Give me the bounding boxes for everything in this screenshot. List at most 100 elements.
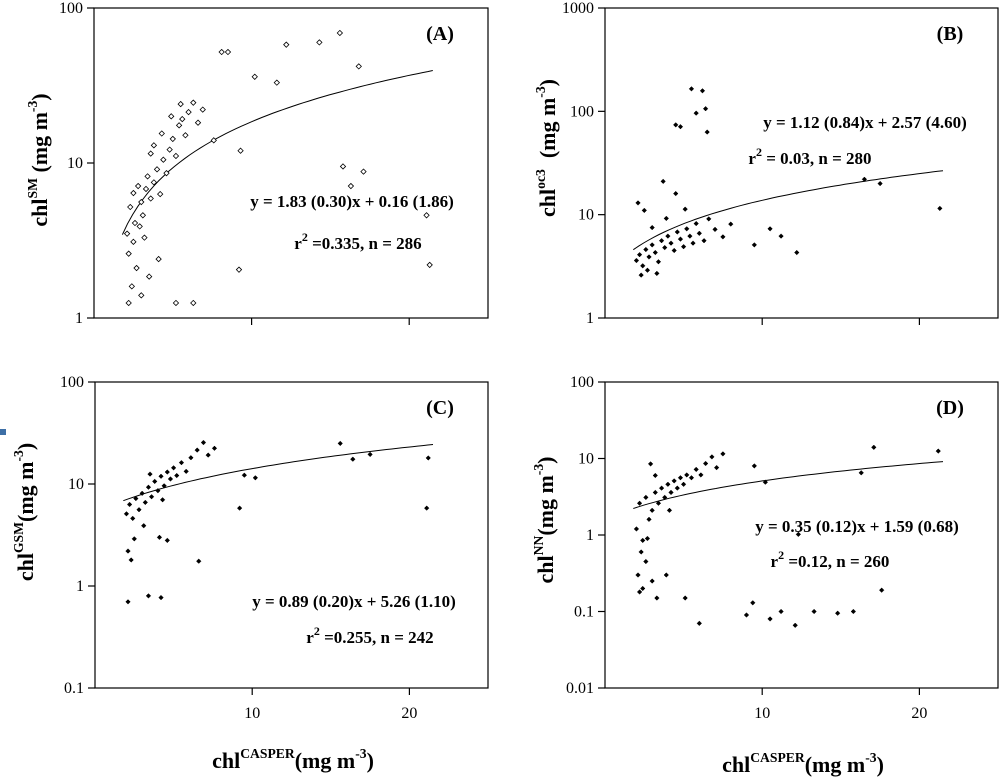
y-tick-label: 100 [570,374,594,391]
r2-exponent: 2 [302,230,308,244]
data-point [170,465,177,471]
x-tick-label: 10 [754,705,770,722]
data-point [125,299,132,307]
data-point [133,264,140,272]
data-point [424,505,430,511]
data-point [157,190,164,198]
regression-stats: r2 = 0.03, n = 280 [748,145,871,168]
data-point [138,198,145,206]
data-point [126,501,133,508]
data-point [728,221,734,227]
data-point [155,488,161,494]
data-point [241,472,247,478]
data-point [147,150,154,157]
data-point [671,478,677,484]
regression-equation: y = 1.83 (0.30)x + 0.16 (1.86) [250,192,454,211]
data-point [142,499,148,506]
data-point [699,88,706,94]
data-point [658,238,665,244]
data-point [337,440,343,447]
y-axis-title-d: chlNN(mg m-3) [530,456,558,584]
data-point [174,472,180,479]
data-point [139,490,145,496]
data-point [638,272,644,278]
data-point [713,464,720,471]
data-point [131,219,139,227]
regression-stats: r2 =0.255, n = 242 [306,624,433,647]
y-tick-label: 100 [60,374,84,391]
data-point [175,122,183,129]
data-point [706,216,712,222]
data-point [663,572,669,578]
r2-rest: =0.255, n = 242 [320,628,434,647]
data-point [751,242,757,248]
data-point [641,207,647,214]
data-point [156,534,163,540]
data-point [652,472,658,479]
r2-prefix: r [771,552,779,571]
regression-equation: y = 0.35 (0.12)x + 1.59 (0.68) [755,517,959,536]
data-point [636,500,643,506]
data-point [355,63,362,70]
data-point [652,489,658,496]
data-point [646,254,652,260]
data-point [423,212,430,219]
data-point [185,108,192,116]
data-point [778,233,784,239]
x-tick-label: 20 [401,705,417,722]
data-point [141,234,148,241]
data-point [649,578,655,584]
r2-rest: =0.12, n = 260 [784,552,889,571]
data-point [138,292,145,299]
data-point [649,224,655,231]
data-point [794,249,800,256]
data-point [668,240,674,246]
regression-line [633,461,944,509]
data-point [677,475,684,481]
panel-label: (C) [426,397,454,419]
data-point [858,470,864,476]
data-point [633,526,640,532]
data-point [682,206,688,212]
data-point [172,152,180,160]
data-point [152,478,158,485]
x-axis-title-left: chlCASPER(mg m-3) [212,745,374,773]
data-point [636,589,643,595]
data-point [698,472,704,478]
data-point [142,185,150,193]
data-point [158,130,165,137]
r2-rest: =0.335, n = 286 [308,234,422,253]
plot-frame [94,381,489,689]
data-point [750,600,756,606]
data-point [680,244,687,250]
data-point [696,620,702,627]
regression-line [123,444,434,502]
data-point [668,489,674,496]
data-point [159,497,166,503]
r2-rest: = 0.03, n = 280 [762,149,872,168]
data-point [148,494,155,500]
data-point [125,599,131,605]
data-point [196,558,202,564]
data-point [167,476,174,482]
data-point [128,283,135,290]
data-point [141,523,147,529]
data-point [643,494,649,501]
data-point [646,516,652,523]
data-point [147,195,154,202]
data-point [660,178,666,185]
data-point [680,481,687,487]
data-point [200,439,207,446]
y-axis-title-c: chlGSM(mg m-3) [10,442,38,582]
y-tick-label: 10 [67,155,83,172]
data-point [673,122,679,128]
data-point [218,48,225,56]
data-point [674,229,680,235]
regression-line [633,170,944,251]
data-point [177,100,184,108]
data-point [194,119,202,126]
data-point [647,461,654,467]
data-point [236,505,243,511]
data-point [211,445,218,451]
